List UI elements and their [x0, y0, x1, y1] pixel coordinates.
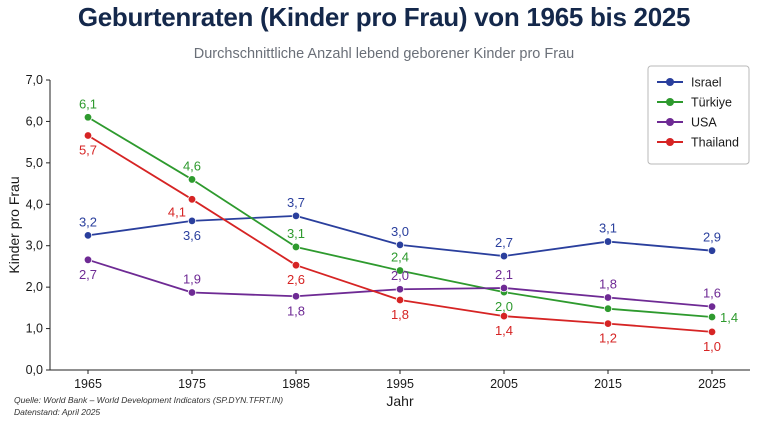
data-label: 2,1 [495, 267, 513, 282]
data-label: 3,0 [391, 224, 409, 239]
data-label: 1,4 [495, 323, 513, 338]
y-tick-label: 3,0 [26, 239, 43, 253]
legend-label: Türkiye [691, 96, 732, 110]
data-point [395, 295, 405, 305]
y-tick-label: 0,0 [26, 363, 43, 377]
source-note: Quelle: World Bank – World Development I… [14, 394, 283, 418]
y-tick-label: 5,0 [26, 156, 43, 170]
legend: Israel Türkiye USA Thailand [647, 65, 750, 165]
data-label: 1,2 [599, 331, 617, 346]
data-point [83, 113, 93, 122]
data-point [395, 285, 405, 294]
data-label: 1,8 [287, 303, 305, 318]
y-tick-label: 6,0 [26, 114, 43, 128]
axes: 0,0 1,0 2,0 3,0 4,0 5,0 6,0 7,0 1965 1975 1985 1995… [6, 73, 750, 409]
data-date-line: Datenstand: April 2025 [14, 407, 101, 417]
data-point [187, 175, 197, 184]
data-point [291, 292, 301, 301]
data-label: 2,6 [287, 272, 305, 287]
data-label: 1,9 [183, 272, 201, 287]
legend-box [647, 65, 750, 165]
data-point [83, 255, 93, 264]
data-label: 4,6 [183, 158, 201, 173]
data-label: 1,4 [720, 310, 738, 325]
data-point [291, 260, 301, 270]
data-label: 4,1 [168, 204, 186, 219]
data-point [83, 231, 93, 240]
data-label: 2,7 [495, 235, 513, 250]
source-line: Quelle: World Bank – World Development I… [14, 395, 284, 405]
data-point [187, 216, 197, 226]
data-label: 3,6 [183, 228, 201, 243]
data-label: 6,1 [79, 96, 97, 111]
data-label: 5,7 [79, 143, 97, 158]
x-axis-label: Jahr [386, 393, 414, 409]
legend-marker [666, 78, 674, 86]
data-point [499, 311, 509, 321]
legend-label: USA [691, 116, 717, 130]
legend-label: Thailand [691, 136, 739, 150]
y-axis-label: Kinder pro Frau [6, 176, 22, 273]
chart-subtitle: Durchschnittliche Anzahl lebend geborene… [193, 46, 575, 62]
x-tick-label: 1985 [282, 377, 310, 391]
data-label: 3,1 [599, 221, 617, 236]
data-label: 1,8 [391, 307, 409, 322]
x-tick-label: 2005 [490, 377, 518, 391]
data-point [187, 288, 197, 297]
data-label: 3,1 [287, 226, 305, 241]
series-points [83, 113, 717, 337]
y-tick-label: 2,0 [26, 280, 43, 294]
y-tick-label: 1,0 [26, 322, 43, 336]
data-label: 1,6 [703, 286, 721, 301]
x-tick-label: 1965 [74, 377, 102, 391]
x-tick-label: 2015 [594, 377, 622, 391]
data-label: 2,0 [391, 268, 409, 283]
data-point [291, 211, 301, 221]
data-label: 2,4 [391, 250, 409, 265]
y-tick-label: 4,0 [26, 197, 43, 211]
legend-label: Israel [691, 76, 722, 90]
y-tick-label: 7,0 [26, 73, 43, 87]
x-tick-label: 1995 [386, 377, 414, 391]
data-point [187, 195, 197, 204]
data-point [603, 319, 613, 328]
data-point [395, 240, 405, 250]
data-label: 3,7 [287, 195, 305, 210]
legend-marker [666, 118, 674, 126]
data-point [707, 327, 717, 337]
data-point [707, 246, 717, 255]
data-point [499, 251, 509, 261]
data-label: 1,0 [703, 339, 721, 354]
data-point [603, 237, 613, 246]
data-label: 2,7 [79, 267, 97, 282]
data-label: 2,9 [703, 230, 721, 245]
data-point [707, 312, 717, 322]
data-point [395, 266, 405, 275]
x-tick-label: 1975 [178, 377, 206, 391]
chart-title: Geburtenraten (Kinder pro Frau) von 1965… [77, 2, 691, 32]
legend-marker [666, 138, 674, 146]
data-point [291, 242, 301, 252]
x-tick-label: 2025 [698, 377, 726, 391]
data-label: 3,2 [79, 214, 97, 229]
data-point [603, 293, 613, 302]
data-label: 2,0 [495, 299, 513, 314]
data-labels: 3,2 3,6 3,7 3,0 2,7 3,1 2,9 6,1 4,6 3,1 2,4 2,0 1,4 2… [79, 96, 738, 354]
legend-marker [666, 98, 674, 106]
data-point [707, 302, 717, 311]
data-point [499, 283, 509, 293]
data-label: 1,8 [599, 277, 617, 292]
data-point [603, 304, 613, 313]
data-point [83, 131, 93, 140]
